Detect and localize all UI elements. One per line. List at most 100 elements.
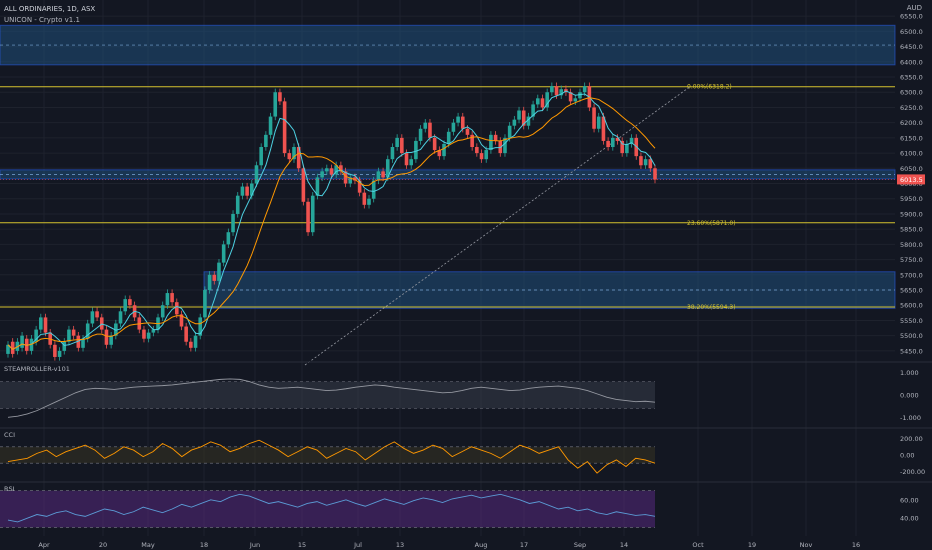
candle-body[interactable]	[390, 147, 395, 160]
candle-body[interactable]	[418, 128, 423, 141]
candle-body[interactable]	[67, 329, 71, 342]
candle-body[interactable]	[428, 122, 432, 138]
candle-body[interactable]	[142, 329, 146, 339]
candle-body[interactable]	[170, 293, 174, 303]
candle-body[interactable]	[432, 137, 437, 151]
candle-body[interactable]	[611, 137, 615, 148]
candle-body[interactable]	[118, 311, 123, 324]
candle-body[interactable]	[625, 143, 629, 154]
candle-body[interactable]	[484, 150, 489, 160]
candle-body[interactable]	[437, 150, 442, 157]
candle-body[interactable]	[104, 329, 109, 345]
candle-body[interactable]	[329, 168, 334, 175]
candle-body[interactable]	[442, 143, 446, 157]
candle-body[interactable]	[264, 134, 268, 148]
candle-body[interactable]	[90, 311, 95, 324]
candle-body[interactable]	[249, 183, 254, 196]
candle-body[interactable]	[376, 171, 381, 181]
candle-body[interactable]	[643, 159, 648, 166]
candle-body[interactable]	[315, 177, 320, 196]
candle-body[interactable]	[325, 168, 329, 172]
candle-body[interactable]	[62, 341, 67, 351]
candle-body[interactable]	[409, 159, 414, 166]
candle-body[interactable]	[531, 104, 535, 117]
candle-body[interactable]	[568, 92, 573, 102]
candle-body[interactable]	[381, 171, 385, 178]
candle-body[interactable]	[456, 116, 460, 123]
candle-body[interactable]	[465, 128, 470, 135]
candle-body[interactable]	[34, 329, 38, 342]
candle-body[interactable]	[20, 335, 24, 348]
candle-body[interactable]	[493, 134, 498, 141]
candle-body[interactable]	[245, 186, 249, 196]
candle-body[interactable]	[179, 314, 184, 327]
candle-body[interactable]	[348, 177, 353, 184]
candle-body[interactable]	[235, 195, 240, 214]
candle-body[interactable]	[198, 317, 203, 336]
candle-body[interactable]	[578, 92, 582, 99]
candle-body[interactable]	[339, 165, 343, 172]
candle-body[interactable]	[601, 116, 606, 141]
candle-body[interactable]	[446, 131, 451, 144]
candle-body[interactable]	[554, 86, 559, 96]
candle-body[interactable]	[545, 92, 549, 108]
candle-body[interactable]	[559, 89, 564, 96]
candle-body[interactable]	[81, 338, 85, 348]
candle-body[interactable]	[371, 180, 376, 199]
candle-body[interactable]	[512, 119, 517, 126]
candle-body[interactable]	[6, 344, 10, 354]
candle-body[interactable]	[296, 147, 301, 169]
candle-body[interactable]	[39, 317, 43, 330]
candle-body[interactable]	[367, 198, 371, 205]
candle-body[interactable]	[596, 116, 601, 129]
candle-body[interactable]	[582, 86, 587, 93]
candle-body[interactable]	[606, 140, 610, 148]
candle-body[interactable]	[503, 137, 507, 154]
candle-body[interactable]	[489, 134, 493, 151]
candle-body[interactable]	[10, 341, 15, 354]
candle-body[interactable]	[76, 335, 81, 348]
candle-body[interactable]	[207, 274, 212, 291]
candle-body[interactable]	[282, 101, 287, 154]
candle-body[interactable]	[231, 213, 235, 233]
candle-body[interactable]	[343, 171, 348, 184]
candle-body[interactable]	[414, 140, 418, 160]
candle-body[interactable]	[451, 122, 456, 132]
candle-body[interactable]	[653, 168, 657, 180]
candle-body[interactable]	[151, 329, 156, 333]
candle-body[interactable]	[592, 107, 596, 129]
candle-body[interactable]	[95, 311, 99, 318]
candle-body[interactable]	[550, 86, 554, 93]
candle-body[interactable]	[99, 317, 104, 330]
candle-body[interactable]	[648, 159, 653, 169]
candle-body[interactable]	[507, 125, 512, 138]
candle-body[interactable]	[217, 262, 221, 281]
candle-body[interactable]	[573, 98, 578, 102]
candle-body[interactable]	[160, 305, 165, 318]
candle-body[interactable]	[357, 180, 362, 193]
candle-body[interactable]	[268, 116, 273, 135]
candle-body[interactable]	[423, 122, 428, 129]
candle-body[interactable]	[221, 244, 226, 263]
candle-body[interactable]	[212, 274, 217, 281]
candle-body[interactable]	[526, 116, 531, 126]
candle-body[interactable]	[362, 192, 367, 205]
candle-body[interactable]	[353, 177, 357, 181]
candle-body[interactable]	[24, 338, 29, 351]
candle-body[interactable]	[385, 159, 390, 178]
candle-body[interactable]	[540, 98, 545, 108]
candle-body[interactable]	[306, 201, 310, 233]
candle-body[interactable]	[395, 137, 399, 148]
candle-body[interactable]	[400, 137, 404, 154]
candle-body[interactable]	[521, 110, 526, 126]
candle-body[interactable]	[259, 147, 263, 166]
candle-body[interactable]	[53, 344, 57, 357]
candle-body[interactable]	[165, 293, 170, 306]
candle-body[interactable]	[85, 323, 90, 339]
candle-body[interactable]	[479, 153, 484, 160]
candle-body[interactable]	[273, 92, 278, 117]
candle-body[interactable]	[109, 335, 113, 345]
candle-body[interactable]	[460, 116, 465, 129]
candle-body[interactable]	[475, 147, 479, 154]
candle-body[interactable]	[301, 168, 306, 202]
